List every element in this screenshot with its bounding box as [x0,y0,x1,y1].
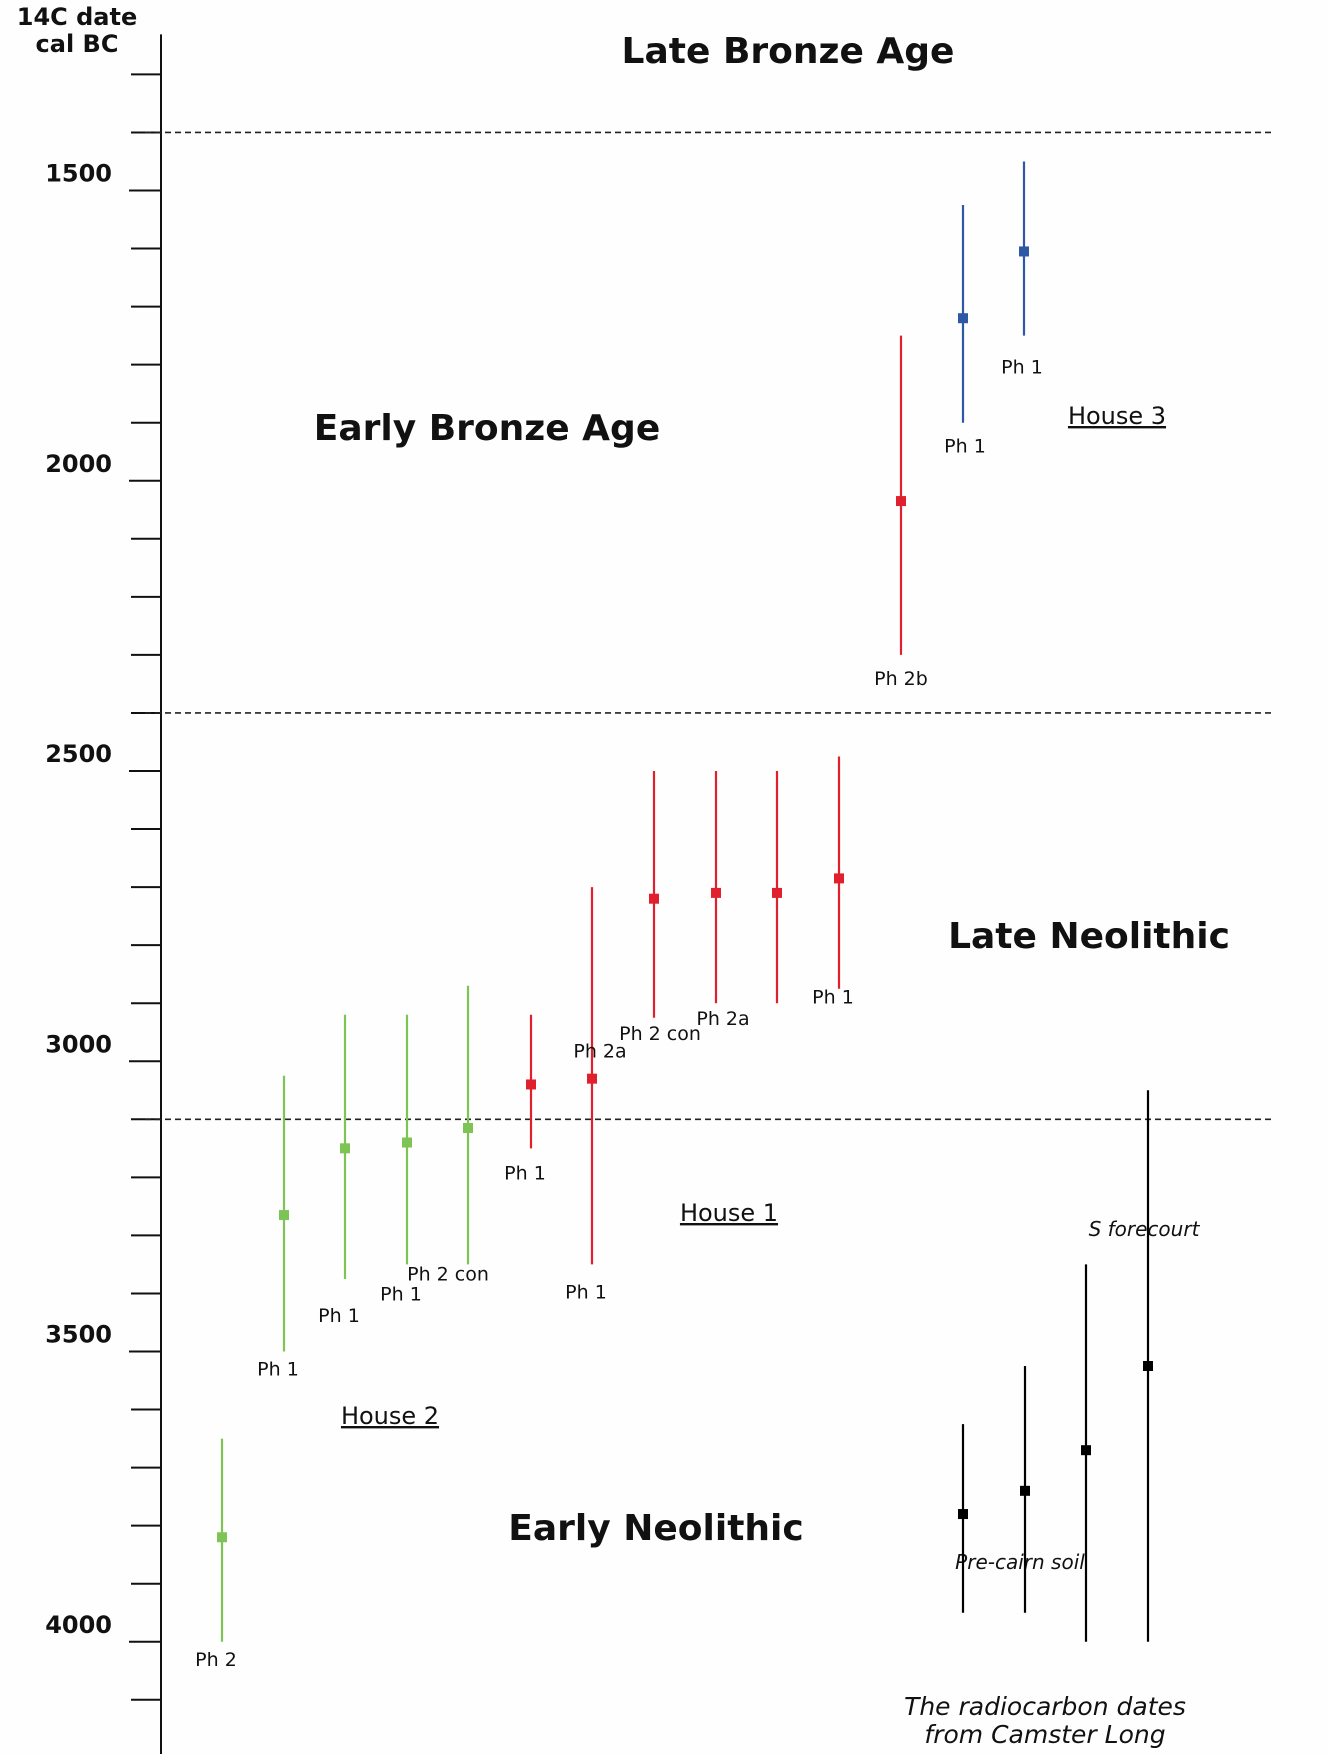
group-label-s-forecourt: S forecourt [1089,1217,1201,1241]
caption-line1: The radiocarbon dates [904,1692,1186,1721]
period-late-bronze-age: Late Bronze Age [622,31,955,72]
date-point-pre-cairn-soil [958,1509,968,1520]
phase-label: Ph 2 con [407,1263,489,1285]
phase-label: Ph 1 [257,1359,299,1381]
group-label-house3: House 3 [1068,402,1166,430]
y-tick-label: 4000 [45,1611,112,1639]
date-point-house-1 [649,893,659,904]
period-late-neolithic: Late Neolithic [948,916,1230,957]
phase-label: Ph 1 [504,1162,546,1184]
phase-label: Ph 1 [1001,357,1043,379]
y-tick-label: 3500 [45,1321,112,1349]
y-tick-label: 2000 [45,450,112,478]
group-label-house1: House 1 [680,1199,778,1227]
date-point-house-2 [217,1532,227,1543]
date-point-house-2 [279,1210,289,1221]
phase-label: Ph 2b [874,668,928,690]
group-label-house2: House 2 [341,1402,439,1430]
y-tick-label: 2500 [45,740,112,768]
period-early-bronze-age: Early Bronze Age [314,408,660,449]
caption-line2: from Camster Long [924,1720,1165,1749]
date-point-house-2 [402,1137,412,1148]
date-point-house-1 [834,873,844,884]
date-point-s-forecourt [1143,1361,1153,1372]
y-axis-label-line1: 14C date [17,3,138,31]
y-tick-label: 3000 [45,1030,112,1058]
period-boundaries [145,131,1273,1121]
date-point-house-1 [896,496,906,507]
phase-label: Ph 1 [812,987,854,1009]
phase-label: Ph 1 [318,1305,360,1327]
y-axis: 1500 2000 2500 3000 3500 4000 [45,34,162,1754]
y-axis-label-line2: cal BC [36,30,119,58]
phase-label: Ph 1 [944,436,986,458]
date-point-house-1 [711,887,721,898]
phase-label: Ph 2a [696,1008,749,1030]
phase-label: Ph 2 [195,1649,237,1671]
date-point-house-3 [958,313,968,324]
y-tick-label: 1500 [45,160,112,188]
date-point-house-2 [340,1143,350,1154]
date-point-house-3 [1019,246,1029,257]
phase-label: Ph 1 [565,1281,607,1303]
phase-label: Ph 1 [380,1283,422,1305]
phase-label: Ph 2a [573,1041,626,1063]
phase-label: Ph 2 con [619,1023,701,1045]
date-point-pre-cairn-soil [1081,1445,1091,1456]
date-point-house-1 [526,1079,536,1090]
date-point-pre-cairn-soil [1020,1485,1030,1496]
date-point-house-2 [463,1123,473,1134]
group-label-pre-cairn-soil: Pre-cairn soil [955,1550,1085,1574]
period-early-neolithic: Early Neolithic [508,1508,803,1549]
date-point-house-1 [587,1073,597,1084]
date-point-house-1 [772,887,782,898]
